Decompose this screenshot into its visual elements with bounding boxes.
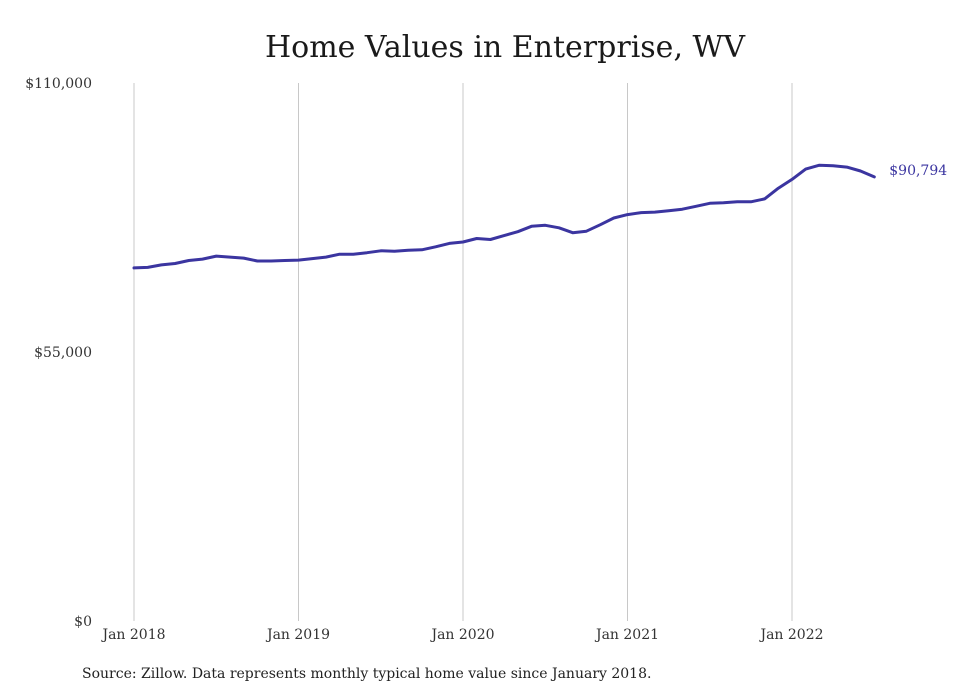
end-value-label: $90,794 bbox=[889, 163, 947, 179]
data-point bbox=[214, 254, 218, 258]
data-point bbox=[708, 201, 712, 205]
data-point bbox=[516, 230, 520, 234]
data-point bbox=[530, 224, 534, 228]
data-point bbox=[269, 259, 273, 263]
source-note: Source: Zillow. Data represents monthly … bbox=[82, 666, 652, 682]
data-point bbox=[173, 262, 177, 266]
data-point bbox=[639, 211, 643, 215]
data-point bbox=[351, 252, 355, 256]
data-point bbox=[571, 231, 575, 235]
data-point bbox=[859, 169, 863, 173]
data-point bbox=[612, 216, 616, 220]
data-point bbox=[845, 165, 849, 169]
data-point bbox=[502, 234, 506, 238]
data-point bbox=[159, 263, 163, 267]
data-point bbox=[283, 259, 287, 263]
data-point bbox=[461, 240, 465, 244]
data-point bbox=[543, 223, 547, 227]
data-point bbox=[790, 177, 794, 181]
series-layer bbox=[132, 163, 876, 270]
data-point bbox=[667, 209, 671, 213]
data-point bbox=[187, 259, 191, 263]
y-tick-label: $110,000 bbox=[25, 76, 92, 92]
x-tick-label: Jan 2018 bbox=[100, 627, 165, 643]
data-point bbox=[393, 249, 397, 253]
data-point bbox=[694, 204, 698, 208]
x-tick-label: Jan 2022 bbox=[758, 627, 823, 643]
grid-layer bbox=[133, 83, 793, 621]
data-point bbox=[817, 163, 821, 167]
data-point bbox=[297, 258, 301, 262]
data-point bbox=[475, 237, 479, 241]
data-point bbox=[324, 255, 328, 259]
y-tick-label: $0 bbox=[74, 614, 92, 630]
x-tick-label: Jan 2019 bbox=[265, 627, 330, 643]
point-layer bbox=[132, 163, 876, 270]
data-point bbox=[804, 167, 808, 171]
data-point bbox=[872, 175, 876, 179]
data-point bbox=[776, 186, 780, 190]
data-point bbox=[365, 251, 369, 255]
data-point bbox=[242, 256, 246, 260]
data-point bbox=[420, 248, 424, 252]
y-tick-label: $55,000 bbox=[34, 345, 92, 361]
data-point bbox=[763, 197, 767, 201]
data-point bbox=[132, 266, 136, 270]
data-point bbox=[406, 248, 410, 252]
data-point bbox=[735, 200, 739, 204]
data-point bbox=[310, 257, 314, 261]
x-tick-label: Jan 2021 bbox=[594, 627, 659, 643]
data-point bbox=[831, 164, 835, 168]
data-point bbox=[146, 265, 150, 269]
data-point bbox=[653, 210, 657, 214]
data-point bbox=[338, 252, 342, 256]
data-point bbox=[488, 238, 492, 242]
data-point bbox=[598, 223, 602, 227]
data-point bbox=[228, 255, 232, 259]
data-point bbox=[722, 201, 726, 205]
data-point bbox=[749, 200, 753, 204]
data-point bbox=[201, 257, 205, 261]
tick-layer: Jan 2018 Jan 2019 Jan 2020 Jan 2021 Jan 2022… bbox=[25, 76, 823, 643]
data-point bbox=[680, 207, 684, 211]
x-tick-label: Jan 2020 bbox=[429, 627, 494, 643]
data-point bbox=[557, 226, 561, 230]
data-point bbox=[584, 229, 588, 233]
series-line bbox=[132, 163, 876, 270]
data-point bbox=[379, 249, 383, 253]
data-point bbox=[434, 245, 438, 249]
data-point bbox=[447, 241, 451, 245]
data-point bbox=[255, 259, 259, 263]
data-point bbox=[626, 213, 630, 217]
chart-title: Home Values in Enterprise, WV bbox=[264, 30, 746, 65]
